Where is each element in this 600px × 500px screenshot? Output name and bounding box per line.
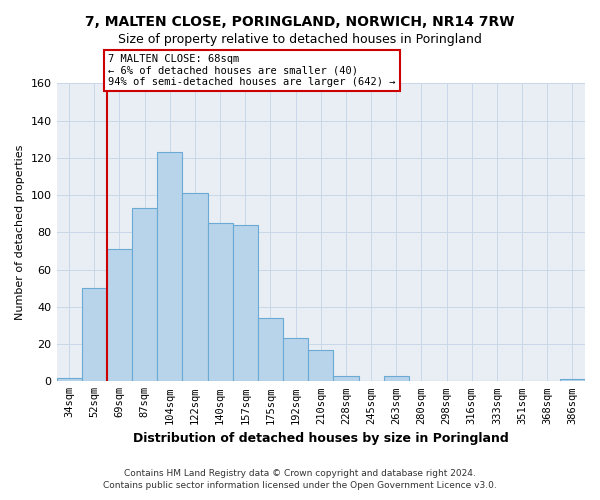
X-axis label: Distribution of detached houses by size in Poringland: Distribution of detached houses by size … — [133, 432, 509, 445]
Bar — [157, 152, 182, 382]
Text: Size of property relative to detached houses in Poringland: Size of property relative to detached ho… — [118, 32, 482, 46]
Text: 7 MALTEN CLOSE: 68sqm
← 6% of detached houses are smaller (40)
94% of semi-detac: 7 MALTEN CLOSE: 68sqm ← 6% of detached h… — [108, 54, 395, 87]
Text: 7, MALTEN CLOSE, PORINGLAND, NORWICH, NR14 7RW: 7, MALTEN CLOSE, PORINGLAND, NORWICH, NR… — [85, 15, 515, 29]
Bar — [283, 338, 308, 382]
Bar — [383, 376, 409, 382]
Bar — [56, 378, 82, 382]
Y-axis label: Number of detached properties: Number of detached properties — [15, 144, 25, 320]
Bar — [560, 380, 585, 382]
Bar — [132, 208, 157, 382]
Bar — [208, 223, 233, 382]
Bar — [258, 318, 283, 382]
Bar — [107, 249, 132, 382]
Text: Contains HM Land Registry data © Crown copyright and database right 2024.
Contai: Contains HM Land Registry data © Crown c… — [103, 468, 497, 490]
Bar — [182, 193, 208, 382]
Bar — [233, 225, 258, 382]
Bar — [334, 376, 359, 382]
Bar — [82, 288, 107, 382]
Bar — [308, 350, 334, 382]
